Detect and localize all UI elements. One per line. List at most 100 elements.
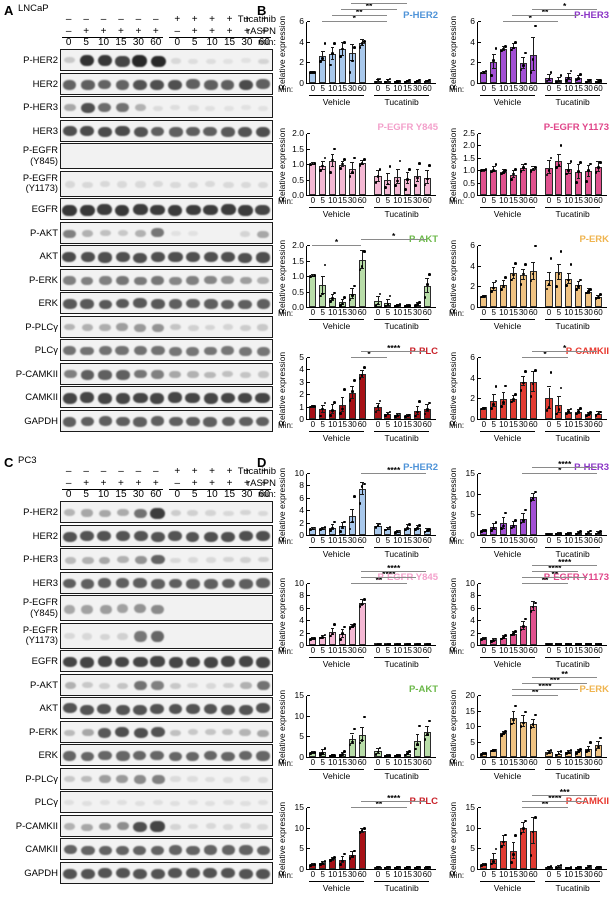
x-tick-label: 0	[375, 196, 381, 205]
error-cap	[425, 528, 430, 530]
data-point	[519, 68, 523, 72]
bar	[480, 72, 488, 83]
min-axis-prefix: Min:	[278, 871, 294, 880]
blot-image	[60, 744, 273, 766]
data-point	[545, 173, 549, 177]
x-tick-label: 5	[491, 536, 496, 545]
group-underline	[479, 95, 536, 96]
error-cap	[350, 386, 355, 388]
blot-band	[99, 230, 111, 237]
group-label: Tucatinib	[555, 320, 590, 331]
data-point	[386, 303, 390, 306]
bar	[358, 163, 366, 195]
lane-mark: –	[174, 25, 181, 37]
x-tick-label: 30	[518, 196, 528, 205]
blot-band	[186, 251, 201, 262]
blot-band	[170, 509, 182, 516]
blot-band	[98, 775, 111, 783]
data-point	[341, 407, 344, 411]
data-point	[333, 147, 337, 151]
error-cap	[350, 297, 355, 299]
x-tick-label: 10	[393, 308, 403, 317]
data-point	[557, 272, 561, 276]
x-tick-label: 10	[393, 536, 403, 545]
blot-band	[223, 682, 234, 689]
bar	[358, 43, 366, 83]
error-cap	[405, 751, 410, 753]
error-cap	[386, 411, 390, 413]
blot-band	[132, 821, 147, 832]
blot-band	[80, 204, 96, 216]
group-label: Vehicle	[322, 548, 351, 559]
data-point	[584, 80, 588, 84]
bar	[309, 276, 317, 307]
y-axis-label: Relative expression	[448, 801, 458, 877]
blot-band	[150, 868, 165, 879]
error-bar	[322, 51, 324, 61]
data-point	[557, 752, 561, 756]
error-cap	[330, 404, 335, 406]
y-tick-label: 2.5	[463, 128, 481, 138]
blot-band	[80, 579, 95, 589]
error-cap	[320, 50, 325, 52]
blot-band	[223, 181, 234, 189]
data-point	[378, 746, 382, 750]
blot-band	[256, 868, 271, 879]
blot-band	[258, 556, 269, 563]
blot-band	[117, 556, 129, 563]
error-cap	[547, 160, 551, 162]
error-cap	[376, 402, 380, 404]
data-point	[529, 499, 533, 502]
blot-image	[60, 814, 273, 837]
data-point	[398, 159, 402, 163]
error-bar	[351, 734, 353, 744]
blot-band	[62, 751, 77, 761]
data-point	[309, 752, 313, 755]
blot-image	[60, 791, 273, 813]
error-cap	[511, 857, 516, 859]
data-point	[599, 293, 602, 296]
error-cap	[501, 287, 506, 289]
significance-stars: *	[543, 349, 547, 359]
data-point	[425, 177, 429, 181]
data-point	[565, 284, 568, 287]
data-point	[522, 625, 525, 628]
blot-row: P-AKT	[0, 673, 276, 696]
error-cap	[521, 715, 526, 717]
data-point	[378, 865, 382, 869]
blot-image	[60, 595, 273, 621]
error-cap	[330, 299, 335, 301]
data-point	[319, 863, 322, 866]
lane-mark: –	[83, 14, 89, 25]
data-point	[510, 861, 513, 864]
blot-band	[170, 324, 181, 331]
data-point	[413, 304, 417, 308]
data-point	[319, 528, 322, 531]
blot-band	[133, 417, 147, 427]
significance-stars: *	[352, 13, 356, 23]
error-cap	[547, 173, 551, 175]
data-point	[482, 863, 486, 867]
x-tick-label: 60	[593, 308, 603, 317]
blot-band	[223, 105, 234, 111]
blot-band	[169, 800, 180, 806]
blot-band	[98, 252, 113, 263]
significance-stars: *	[528, 13, 532, 23]
significance-stars: **	[531, 687, 539, 697]
blot-condition-label-min: min:	[258, 489, 276, 500]
group-label: Vehicle	[493, 770, 522, 781]
blot-label-camkii: CAMKII	[25, 392, 58, 403]
x-tick-label: 60	[528, 536, 538, 545]
error-cap	[491, 393, 496, 395]
data-point	[575, 643, 578, 647]
data-point	[577, 285, 580, 288]
error-cap	[531, 390, 535, 392]
data-point	[555, 285, 558, 288]
significance-stars: *	[334, 237, 339, 247]
significance-stars: **	[541, 7, 549, 17]
error-cap	[547, 749, 551, 751]
data-point	[394, 531, 397, 534]
data-point	[494, 47, 498, 50]
blot-band	[257, 824, 268, 830]
